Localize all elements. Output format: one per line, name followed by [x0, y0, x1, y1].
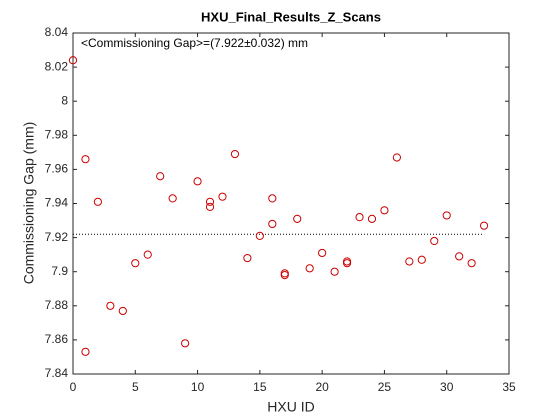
x-tick-label: 30	[440, 380, 454, 394]
data-point	[218, 192, 227, 201]
data-point	[118, 306, 127, 316]
data-point	[156, 172, 165, 181]
x-tick-label: 25	[378, 380, 392, 394]
y-tick-label: 7.9	[51, 264, 68, 278]
y-tick-label: 8.04	[45, 25, 69, 39]
data-point	[430, 236, 439, 246]
data-point	[168, 194, 177, 203]
data-point	[293, 214, 302, 223]
x-tick-label: 35	[502, 380, 516, 394]
y-tick-label: 7.84	[45, 366, 69, 380]
y-tick-label: 7.86	[45, 332, 69, 346]
data-point	[193, 177, 202, 186]
chart-title: HXU_Final_Results_Z_Scans	[201, 9, 381, 24]
data-point	[255, 231, 264, 240]
data-point	[81, 347, 90, 356]
data-point	[355, 213, 364, 222]
plot-area	[72, 32, 510, 375]
data-point	[181, 339, 190, 348]
data-point	[342, 259, 352, 268]
data-point	[467, 259, 476, 268]
data-point	[442, 211, 451, 220]
x-tick-label: 15	[253, 380, 267, 394]
data-point	[230, 149, 240, 159]
data-point	[106, 301, 115, 310]
y-axis-label: Commissioning Gap (mm)	[21, 122, 37, 285]
x-tick-label: 20	[315, 380, 329, 394]
x-axis-label: HXU ID	[267, 399, 314, 415]
data-point	[455, 252, 464, 261]
data-point	[417, 255, 426, 264]
y-tick-label: 7.92	[45, 230, 69, 244]
data-point	[268, 219, 277, 229]
data-point	[367, 214, 377, 223]
data-point	[81, 155, 90, 164]
data-point	[68, 56, 78, 65]
data-point	[392, 153, 401, 162]
data-point	[380, 206, 389, 215]
y-tick-label: 7.88	[45, 298, 69, 312]
data-point	[93, 197, 103, 206]
data-point	[268, 194, 277, 203]
data-point	[305, 264, 314, 273]
data-point	[479, 221, 489, 230]
data-point	[318, 248, 327, 258]
data-point	[205, 197, 215, 206]
data-point	[330, 267, 339, 276]
y-tick-label: 7.98	[45, 127, 69, 141]
y-tick-label: 7.96	[45, 162, 69, 176]
y-tick-label: 8	[61, 93, 68, 107]
data-point	[143, 250, 152, 259]
data-point	[131, 259, 140, 268]
data-point	[405, 257, 414, 266]
x-tick-label: 0	[70, 380, 77, 394]
data-point	[243, 253, 252, 263]
y-tick-label: 7.94	[45, 196, 69, 210]
data-point	[205, 202, 215, 212]
x-tick-label: 5	[132, 380, 139, 394]
y-tick-label: 8.02	[45, 59, 69, 73]
annotation: <Commissioning Gap>=(7.922±0.032) mm	[81, 36, 308, 50]
data-point	[280, 271, 289, 280]
x-tick-label: 10	[191, 380, 205, 394]
